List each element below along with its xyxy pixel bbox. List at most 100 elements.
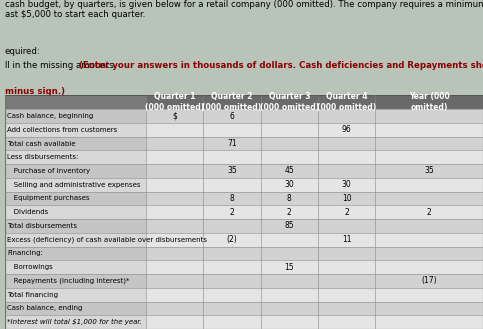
Bar <box>146 123 203 137</box>
Text: equired:: equired: <box>5 47 41 56</box>
Bar <box>318 260 375 274</box>
Bar <box>146 233 203 246</box>
Bar <box>146 164 203 178</box>
Bar <box>261 315 318 329</box>
Bar <box>5 150 146 164</box>
Bar <box>146 260 203 274</box>
Bar <box>5 205 146 219</box>
Bar <box>5 109 146 123</box>
Bar <box>146 191 203 205</box>
Text: 15: 15 <box>284 263 294 272</box>
Bar <box>375 274 483 288</box>
Bar <box>5 315 146 329</box>
Text: (17): (17) <box>421 276 437 286</box>
Bar <box>261 288 318 301</box>
Bar <box>318 164 375 178</box>
Bar <box>261 109 318 123</box>
Text: Quarter 4
(000 omitted): Quarter 4 (000 omitted) <box>317 92 376 112</box>
Bar <box>375 288 483 301</box>
Text: Total disbursements: Total disbursements <box>7 223 77 229</box>
Text: Quarter 2
(000 omitted): Quarter 2 (000 omitted) <box>202 92 262 112</box>
Bar <box>261 205 318 219</box>
Bar <box>5 191 146 205</box>
Bar <box>375 137 483 150</box>
Bar <box>318 123 375 137</box>
Bar <box>261 164 318 178</box>
Bar <box>318 191 375 205</box>
Bar <box>5 123 146 137</box>
Bar <box>203 260 261 274</box>
Bar <box>375 233 483 246</box>
Text: Dividends: Dividends <box>7 209 48 215</box>
Text: Year (000
omitted): Year (000 omitted) <box>409 92 450 112</box>
Text: 11: 11 <box>342 235 352 244</box>
Text: Less disbursements:: Less disbursements: <box>7 154 79 160</box>
Bar <box>203 219 261 233</box>
Bar <box>318 178 375 191</box>
Text: 30: 30 <box>284 180 294 189</box>
Bar <box>261 137 318 150</box>
Text: (2): (2) <box>227 235 237 244</box>
Text: 2: 2 <box>427 208 432 217</box>
Text: 35: 35 <box>227 166 237 175</box>
Text: Quarter 1
(000 omitted): Quarter 1 (000 omitted) <box>145 92 204 112</box>
Bar <box>203 123 261 137</box>
Bar <box>5 164 146 178</box>
Bar <box>5 301 146 315</box>
Bar <box>146 95 483 109</box>
Bar <box>203 191 261 205</box>
Bar <box>318 288 375 301</box>
Bar <box>375 109 483 123</box>
Bar <box>375 123 483 137</box>
Bar <box>203 109 261 123</box>
Text: 6: 6 <box>229 112 234 120</box>
Text: Equipment purchases: Equipment purchases <box>7 195 90 201</box>
Bar <box>261 274 318 288</box>
Bar <box>5 95 146 109</box>
Bar <box>146 178 203 191</box>
Bar <box>203 315 261 329</box>
Text: Total financing: Total financing <box>7 291 58 298</box>
Bar <box>146 205 203 219</box>
Bar <box>146 274 203 288</box>
Text: 85: 85 <box>284 221 294 230</box>
Bar <box>5 137 146 150</box>
Bar <box>203 178 261 191</box>
Bar <box>318 274 375 288</box>
Bar <box>203 288 261 301</box>
Text: 71: 71 <box>227 139 237 148</box>
Text: 8: 8 <box>287 194 292 203</box>
Text: 8: 8 <box>229 194 234 203</box>
Text: Add collections from customers: Add collections from customers <box>7 127 117 133</box>
Bar <box>318 109 375 123</box>
Text: 2: 2 <box>229 208 234 217</box>
Text: (Enter your answers in thousands of dollars. Cash deficiencies and Repayments sh: (Enter your answers in thousands of doll… <box>79 61 483 70</box>
Bar <box>375 191 483 205</box>
Text: Repayments (including interest)*: Repayments (including interest)* <box>7 278 129 284</box>
Bar <box>146 219 203 233</box>
Bar <box>261 178 318 191</box>
Bar <box>146 246 203 260</box>
Bar <box>318 233 375 246</box>
Bar <box>261 150 318 164</box>
Bar <box>261 191 318 205</box>
Text: $: $ <box>172 112 177 120</box>
Text: Excess (deficiency) of cash available over disbursements: Excess (deficiency) of cash available ov… <box>7 237 207 243</box>
Bar <box>5 246 146 260</box>
Bar <box>203 137 261 150</box>
Text: Cash balance, ending: Cash balance, ending <box>7 305 83 311</box>
Bar <box>318 246 375 260</box>
Text: Purchase of inventory: Purchase of inventory <box>7 168 90 174</box>
Text: Quarter 3
(000 omitted): Quarter 3 (000 omitted) <box>260 92 319 112</box>
Bar <box>203 205 261 219</box>
Bar <box>261 260 318 274</box>
Bar <box>5 178 146 191</box>
Bar <box>203 150 261 164</box>
Text: Financing:: Financing: <box>7 250 43 256</box>
Bar <box>203 233 261 246</box>
Bar <box>5 260 146 274</box>
Text: ll in the missing amounts.: ll in the missing amounts. <box>5 61 119 70</box>
Text: Borrowings: Borrowings <box>7 264 53 270</box>
Text: 2: 2 <box>344 208 349 217</box>
Text: 96: 96 <box>342 125 352 134</box>
